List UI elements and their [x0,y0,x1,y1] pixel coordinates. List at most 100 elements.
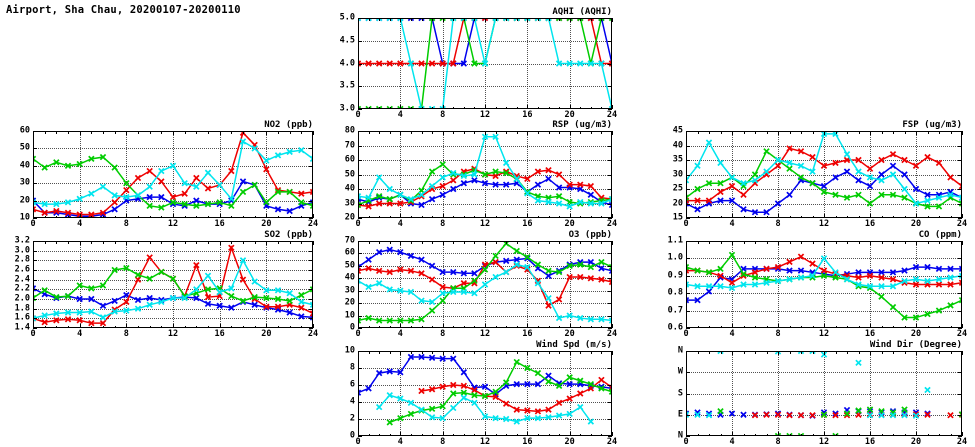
y-tick-label: 20 [344,212,355,223]
x-tick [778,324,779,328]
y-tick [958,258,962,260]
data-marker-series2 [64,209,72,216]
x-tick-minor [590,325,592,328]
x-tick-minor [950,325,952,328]
x-tick-minor [939,215,940,218]
x-tick-minor [138,215,139,218]
x-tick-minor [506,351,508,354]
data-marker-series4 [555,314,563,322]
chart-panel-aqhi: AQHI (AQHI) 3.0 3.5 4.0 4.5 5.0 0 4 8 12 16 20 24 [340,7,617,120]
x-tick [313,214,314,218]
x-tick-minor [56,241,58,244]
gridline-v [824,241,825,328]
data-marker-series3 [524,253,531,261]
data-marker-series1 [439,355,446,362]
data-marker-series4 [204,169,212,176]
x-tick-minor [893,325,894,328]
x-tick [916,214,917,218]
data-marker-series1 [694,296,701,304]
data-marker-series2 [239,276,247,283]
data-marker-series3 [534,369,542,377]
x-tick-minor [453,325,455,328]
data-marker-series2 [912,162,920,170]
x-tick-minor [231,241,233,244]
y-tick [686,275,690,277]
x-tick-minor [743,433,745,436]
data-marker-series4 [843,150,851,158]
data-marker-series4 [524,263,531,271]
data-marker-series4 [397,191,404,199]
x-tick-minor [243,131,244,134]
x-tick-minor [559,18,561,21]
data-marker-series4 [418,105,425,109]
plot-area-wind_spd [358,351,612,436]
data-marker-series2 [566,395,573,402]
x-tick-minor [410,351,412,354]
data-marker-series1 [418,353,425,361]
data-marker-series2 [797,253,805,260]
data-marker-series2 [181,190,188,197]
data-marker-series2 [577,273,584,281]
data-marker-series3 [239,297,247,305]
y-tick [358,328,362,329]
data-marker-series3 [286,297,293,305]
y-tick [309,200,313,202]
x-tick-minor [495,325,497,328]
data-marker-series3 [843,410,851,417]
x-tick-minor [858,241,860,244]
data-marker-series3 [555,268,563,276]
x-tick-minor [432,433,434,436]
x-tick [442,324,444,328]
data-marker-series2 [728,279,736,286]
data-marker-series3 [375,105,383,109]
data-marker-series2 [566,273,573,281]
data-marker-series3 [298,199,305,206]
x-tick-minor [601,18,603,21]
gridline-v [442,131,444,218]
data-marker-series1 [460,270,468,277]
x-tick [778,131,779,135]
plot-area-wind_dir [686,351,962,436]
x-tick-minor [601,131,603,134]
data-marker-series3 [705,269,713,276]
x-tick-minor [812,351,814,354]
y-tick [309,270,313,271]
x-tick [870,432,871,436]
data-marker-series4 [460,288,468,296]
data-marker-series1 [471,177,478,184]
data-marker-series1 [450,355,457,362]
data-marker-series4 [889,171,897,178]
data-marker-series1 [717,197,724,204]
x-tick-minor [506,106,508,109]
y-tick-label: 1.6 [14,312,30,323]
x-tick [442,131,444,135]
y-tick-label: 2.6 [14,264,30,275]
x-tick-minor [278,215,279,218]
x-tick-minor [389,106,391,109]
data-marker-series4 [111,308,118,315]
x-tick-minor [580,215,582,218]
x-tick-minor [379,106,381,109]
data-marker-series4 [686,177,690,184]
x-tick [916,351,917,355]
x-tick-label: 8 [440,219,446,229]
data-marker-series2 [958,279,962,286]
y-tick [686,393,690,395]
x-tick-minor [368,241,370,244]
x-tick-minor [789,325,791,328]
x-tick-minor [463,433,465,436]
data-marker-series4 [566,312,573,319]
y-tick-label: 10 [344,345,355,356]
data-marker-series1 [460,369,468,376]
data-marker-series4 [450,18,457,22]
x-tick-label: 0 [355,219,361,229]
x-tick-label: 4 [397,437,403,447]
x-tick-minor [927,325,929,328]
data-marker-series2 [428,60,436,67]
x-tick-minor [421,351,423,354]
x-tick [824,241,825,245]
x-tick [266,241,268,245]
x-tick-minor [893,241,894,244]
x-tick-minor [149,241,151,244]
data-marker-series3 [608,263,612,271]
